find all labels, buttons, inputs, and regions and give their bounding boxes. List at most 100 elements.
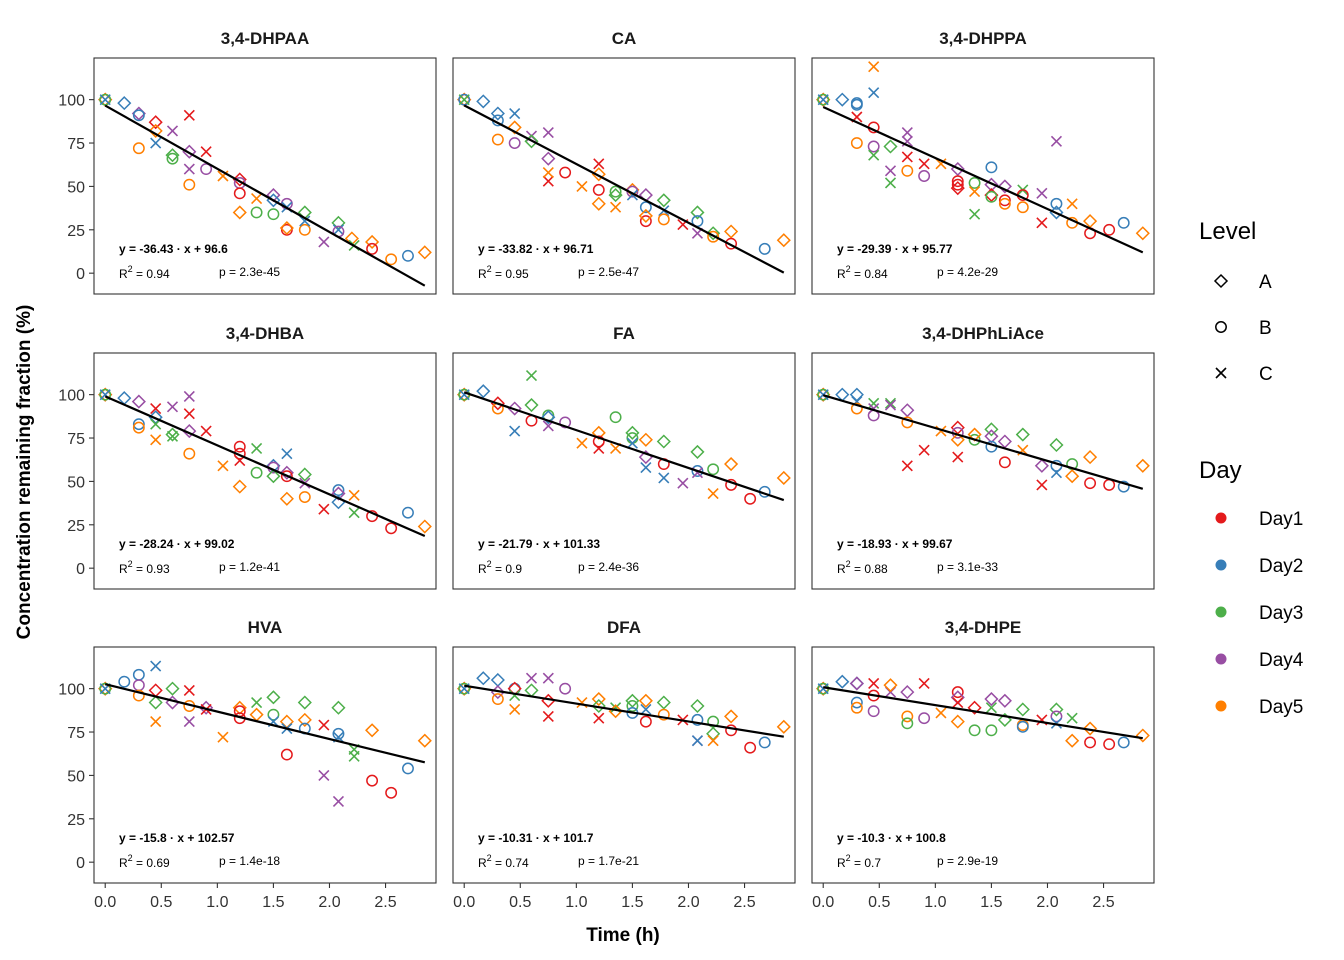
data-point-diamond	[365, 723, 380, 738]
panel-border	[811, 646, 1155, 884]
panel: 3,4-DHPPA y = -29.39 · x + 95.77 R2 = 0.84…	[811, 29, 1155, 295]
panel: CA y = -33.82 · x + 96.71 R2 = 0.95 p = 2.5…	[452, 29, 796, 295]
r-squared: R2 = 0.93	[119, 559, 170, 576]
data-point-cross	[935, 707, 947, 719]
data-point-diamond	[706, 226, 721, 241]
data-point-circle	[901, 164, 914, 177]
data-point-circle	[639, 215, 652, 228]
data-point-circle	[1084, 736, 1097, 749]
legend-label-day: Day5	[1259, 697, 1303, 718]
x-tick-label: 0.5	[150, 894, 172, 911]
data-point-cross	[509, 107, 521, 120]
data-point-cross	[183, 716, 195, 728]
data-point-diamond	[950, 181, 965, 196]
data-point-circle	[998, 456, 1011, 469]
data-point-diamond	[706, 726, 721, 741]
data-point-circle	[985, 190, 998, 203]
x-tick-label: 1.0	[924, 894, 946, 911]
p-value: p = 2.3e-45	[219, 265, 280, 279]
x-tick-label: 2.5	[1092, 894, 1114, 911]
data-point-cross	[509, 703, 521, 716]
data-point-diamond	[997, 179, 1012, 194]
regression-equation: y = -15.8 · x + 102.57	[119, 831, 235, 845]
data-point-cross	[1036, 217, 1048, 229]
points-group	[98, 660, 432, 808]
data-point-cross	[183, 684, 195, 696]
x-axis-title: Time (h)	[586, 925, 660, 946]
r-squared: R2 = 0.94	[119, 264, 170, 281]
data-point-diamond	[1135, 728, 1150, 743]
data-point-cross	[318, 769, 330, 781]
data-point-diamond	[232, 205, 247, 220]
data-point-diamond	[1083, 721, 1098, 736]
r-squared: R2 = 0.95	[478, 264, 529, 281]
data-point-cross	[183, 109, 195, 121]
data-point-diamond	[266, 469, 281, 484]
data-point-cross	[576, 437, 588, 449]
data-point-circle	[132, 421, 145, 434]
panel: 3,4-DHPhLiAce y = -18.93 · x + 99.67 R2 = …	[811, 324, 1155, 590]
legend-key-day	[1215, 559, 1227, 571]
data-point-cross	[299, 215, 311, 227]
x-tick-label: 2.0	[677, 894, 699, 911]
data-point-diamond	[883, 139, 898, 154]
data-point-diamond	[266, 690, 281, 705]
data-point-cross	[952, 451, 964, 463]
data-point-circle	[132, 668, 145, 681]
data-point-circle	[951, 175, 964, 188]
regression-line	[463, 391, 785, 502]
data-point-diamond	[776, 233, 791, 248]
data-point-circle	[280, 748, 293, 761]
data-point-diamond	[690, 698, 705, 714]
data-point-cross	[542, 710, 554, 722]
data-point-cross	[509, 425, 521, 437]
data-point-diamond	[148, 115, 163, 130]
data-point-circle	[609, 185, 622, 198]
data-point-circle	[233, 187, 246, 200]
data-point-cross	[251, 696, 263, 709]
data-point-diamond	[997, 693, 1012, 708]
data-point-circle	[458, 682, 471, 695]
data-point-cross	[817, 94, 829, 106]
panel-border	[452, 352, 796, 590]
data-point-diamond	[724, 224, 739, 239]
data-point-cross	[884, 165, 897, 177]
data-point-circle	[918, 712, 931, 725]
data-point-circle	[725, 237, 738, 250]
data-point-circle	[609, 411, 622, 424]
data-point-circle	[951, 686, 964, 699]
p-value: p = 4.2e-29	[937, 265, 998, 279]
data-point-circle	[758, 736, 771, 749]
data-point-diamond	[656, 193, 671, 208]
data-point-diamond	[524, 397, 539, 413]
regression-line	[104, 683, 426, 764]
panel-title: FA	[613, 324, 635, 343]
data-point-diamond	[1015, 702, 1030, 717]
data-point-circle	[132, 142, 145, 155]
data-point-cross	[332, 795, 345, 808]
data-point-cross	[658, 472, 670, 484]
data-point-diamond	[165, 148, 180, 163]
legend-label-level: A	[1259, 272, 1272, 293]
data-point-cross	[200, 425, 212, 437]
data-point-cross	[318, 503, 330, 515]
legend-label-level: B	[1259, 318, 1272, 339]
data-point-diamond	[1213, 273, 1229, 289]
panel: FA y = -21.79 · x + 101.33 R2 = 0.9 p = 2.4…	[452, 324, 796, 590]
data-point-cross	[576, 180, 588, 192]
panel: 3,4-DHBA y = -28.24 · x + 99.02 R2 = 0.93 p…	[58, 324, 437, 590]
data-point-circle	[402, 249, 414, 262]
r-squared: R2 = 0.74	[478, 853, 529, 870]
data-point-diamond	[541, 151, 556, 166]
x-tick-label: 2.5	[374, 894, 396, 911]
panel-title: HVA	[248, 618, 283, 637]
data-point-circle	[1103, 738, 1116, 751]
data-point-cross	[348, 750, 360, 762]
data-point-cross	[166, 401, 179, 413]
x-tick-label: 0.5	[868, 894, 890, 911]
data-point-diamond	[165, 427, 180, 442]
data-point-cross	[166, 125, 179, 137]
data-point-cross	[868, 677, 880, 690]
r-squared: R2 = 0.84	[837, 264, 888, 281]
panel-title: DFA	[607, 618, 641, 637]
